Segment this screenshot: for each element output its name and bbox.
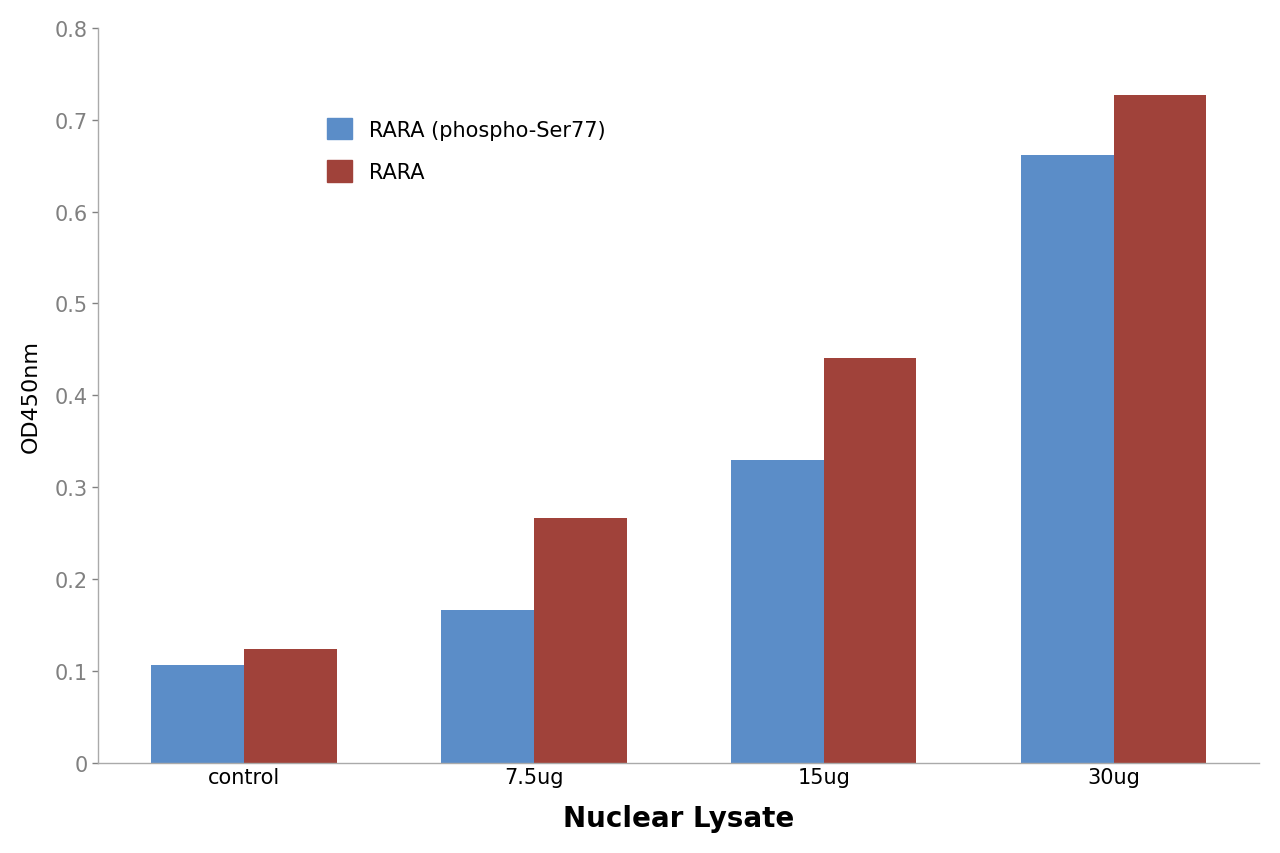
Bar <box>1021 155 1114 763</box>
Bar <box>731 460 824 763</box>
Bar <box>244 649 337 763</box>
Y-axis label: OD450nm: OD450nm <box>20 339 41 452</box>
Legend: RARA (phospho-Ser77), RARA: RARA (phospho-Ser77), RARA <box>306 98 626 204</box>
Bar <box>442 611 534 763</box>
Bar <box>824 359 916 763</box>
Bar <box>151 665 244 763</box>
X-axis label: Nuclear Lysate: Nuclear Lysate <box>563 804 795 833</box>
Bar <box>534 519 627 763</box>
Bar <box>1114 96 1207 763</box>
